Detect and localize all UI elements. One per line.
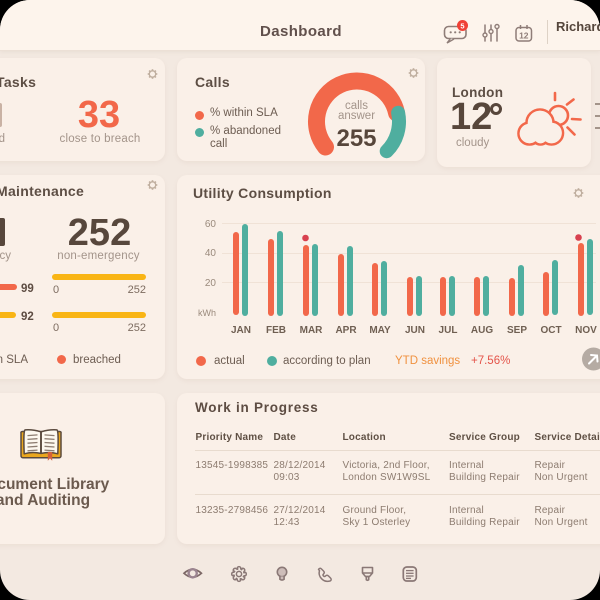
svg-text:5: 5 — [460, 21, 464, 30]
svg-text:12: 12 — [519, 31, 529, 41]
